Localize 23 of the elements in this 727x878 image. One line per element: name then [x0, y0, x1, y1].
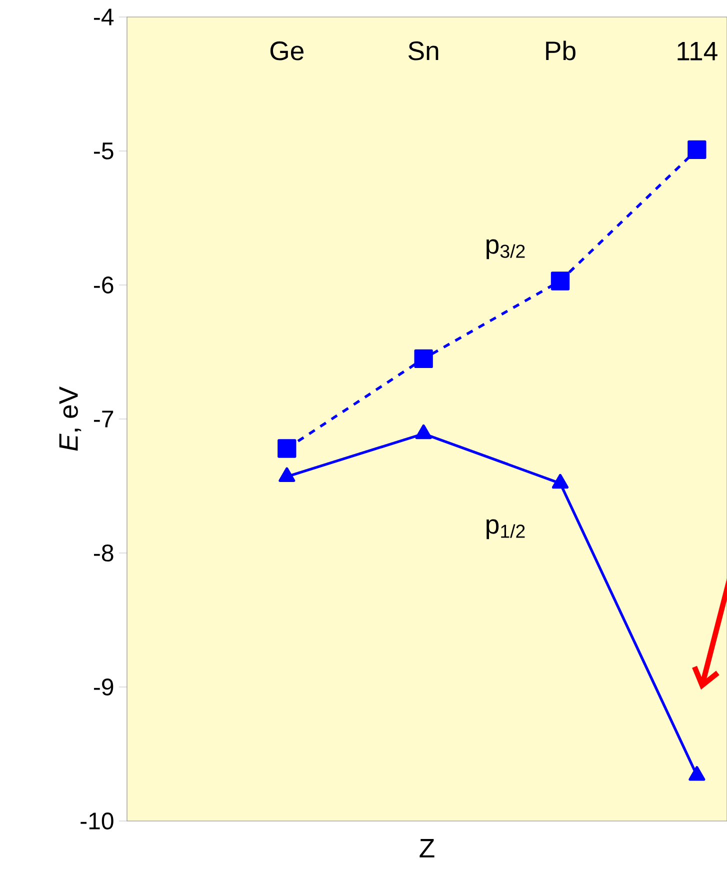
- point: [550, 272, 570, 290]
- x-tick-label: Ge: [270, 41, 304, 60]
- x-tick-label: 114: [678, 42, 718, 60]
- x-axis-title: Z: [420, 839, 434, 858]
- point: [415, 424, 432, 440]
- point: [688, 766, 706, 781]
- y-tick-label: -6: [94, 276, 114, 294]
- point: [278, 439, 296, 458]
- y-tick-label: -8: [94, 544, 114, 562]
- y-tick-label: -7: [94, 410, 114, 428]
- y-tick-label: -5: [94, 142, 114, 160]
- point: [414, 349, 433, 368]
- series-label: p$_{3/2}$: [486, 239, 525, 260]
- point: [688, 140, 706, 159]
- y-axis-title: E, eV: [59, 386, 82, 451]
- y-tick-label: -10: [80, 812, 114, 830]
- x-tick-label: Sn: [408, 41, 438, 60]
- series-label: p$_{1/2}$: [486, 519, 525, 540]
- y-tick-label: -9: [94, 678, 114, 696]
- x-tick-label: Pb: [546, 40, 576, 60]
- point: [552, 474, 569, 489]
- y-tick-label: -4: [94, 8, 114, 26]
- point: [278, 467, 296, 482]
